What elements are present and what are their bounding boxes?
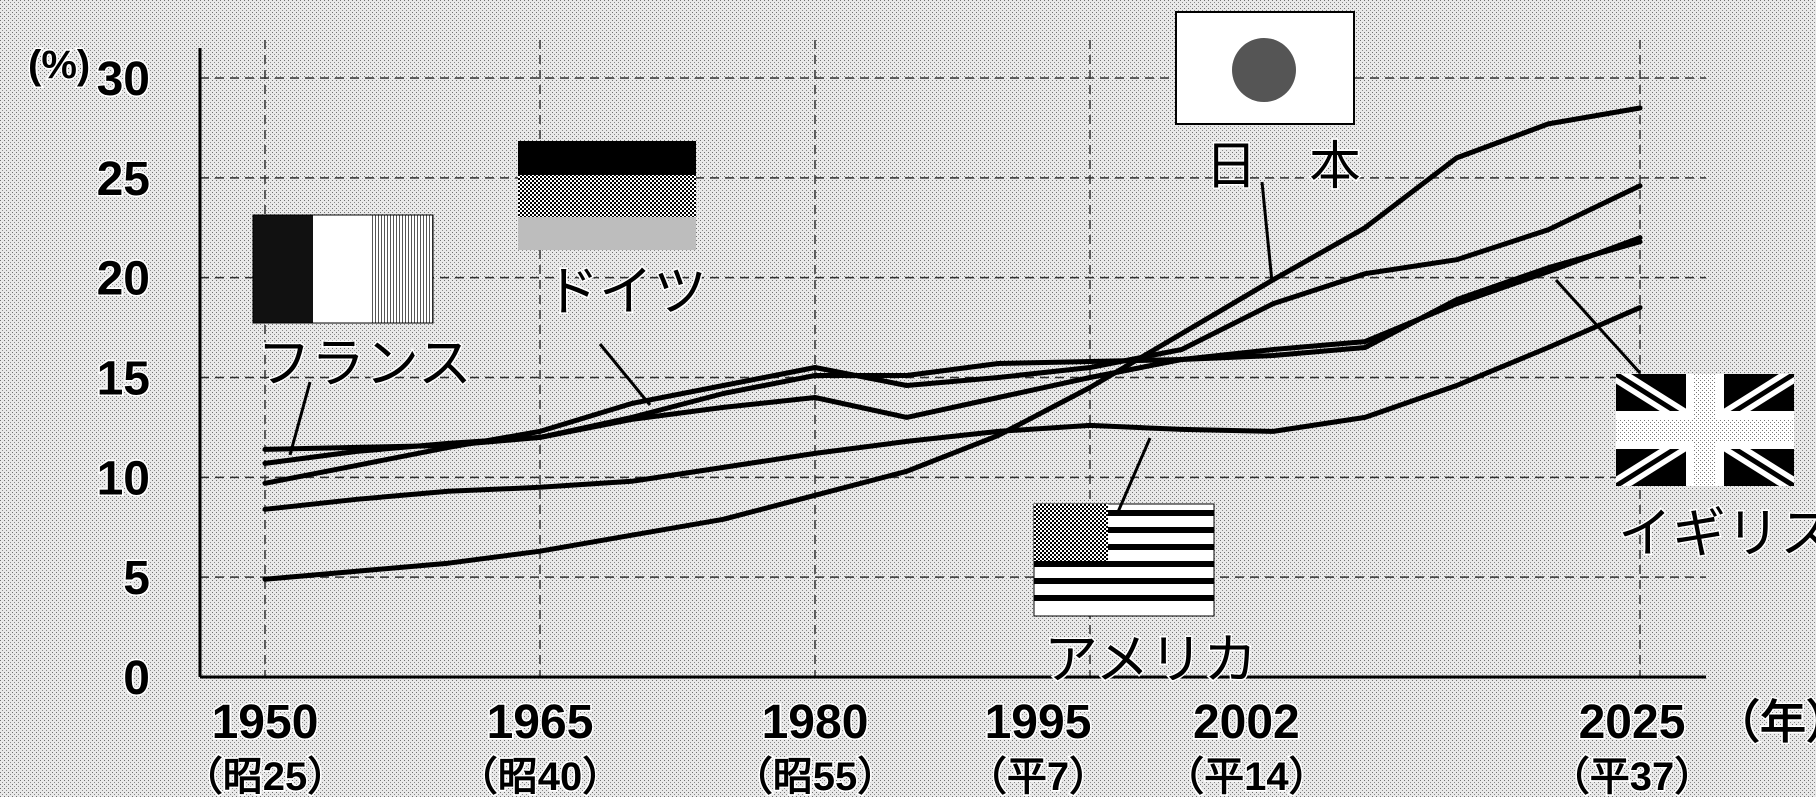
x-tick-era-label: （平7） [967, 755, 1109, 797]
series-label-germany: ドイツ [545, 260, 707, 323]
y-tick-label: 0 [123, 652, 150, 705]
y-tick-label: 15 [97, 353, 150, 406]
germany-flag-icon [518, 141, 696, 250]
x-tick-label: 1995 [985, 696, 1092, 749]
series-lines [262, 105, 1643, 582]
x-tick-era-label: （昭25） [183, 755, 348, 797]
series-label-uk: イギリス [1618, 502, 1816, 565]
x-tick-era-label: （昭55） [733, 755, 898, 797]
japan-flag-icon [1175, 11, 1355, 125]
series-label-japan: 日 本 [1205, 137, 1361, 197]
france-flag-icon [252, 214, 434, 324]
x-tick-era-label: （平14） [1164, 755, 1329, 797]
y-axis-label: (%) [28, 43, 90, 87]
axes [198, 48, 1706, 679]
series-line-usa [262, 305, 1643, 512]
y-tick-label: 25 [97, 153, 150, 206]
y-tick-label: 30 [97, 53, 150, 106]
series-label-usa: アメリカ [1044, 628, 1257, 691]
grid-lines [200, 40, 1706, 677]
leader-line-france [288, 381, 312, 456]
tick-labels: 0510152025301950（昭25）1965（昭40）1980（昭55）1… [95, 52, 1716, 797]
usa-flag-icon [1033, 503, 1215, 617]
x-tick-label: 2025 [1579, 696, 1686, 749]
series-line-japan [262, 105, 1643, 582]
label-leader-lines [288, 181, 1642, 513]
leader-line-japan [1260, 181, 1274, 283]
x-tick-label: 2002 [1193, 696, 1300, 749]
y-tick-label: 5 [123, 552, 150, 605]
x-tick-era-label: （平37） [1550, 755, 1715, 797]
x-tick-label: 1950 [212, 696, 319, 749]
x-tick-era-label: （昭40） [458, 755, 623, 797]
leader-line-germany [598, 343, 652, 406]
leader-line-usa [1116, 437, 1152, 513]
y-tick-label: 10 [97, 452, 150, 505]
x-tick-label: 1965 [487, 696, 594, 749]
series-label-france: フランス [257, 332, 472, 395]
x-axis-unit-label: （年） [1714, 696, 1816, 748]
uk-flag-icon [1616, 374, 1794, 486]
leader-line-uk [1554, 278, 1642, 375]
series-line-uk [262, 239, 1643, 466]
x-tick-label: 1980 [762, 696, 869, 749]
y-tick-label: 20 [97, 253, 150, 306]
